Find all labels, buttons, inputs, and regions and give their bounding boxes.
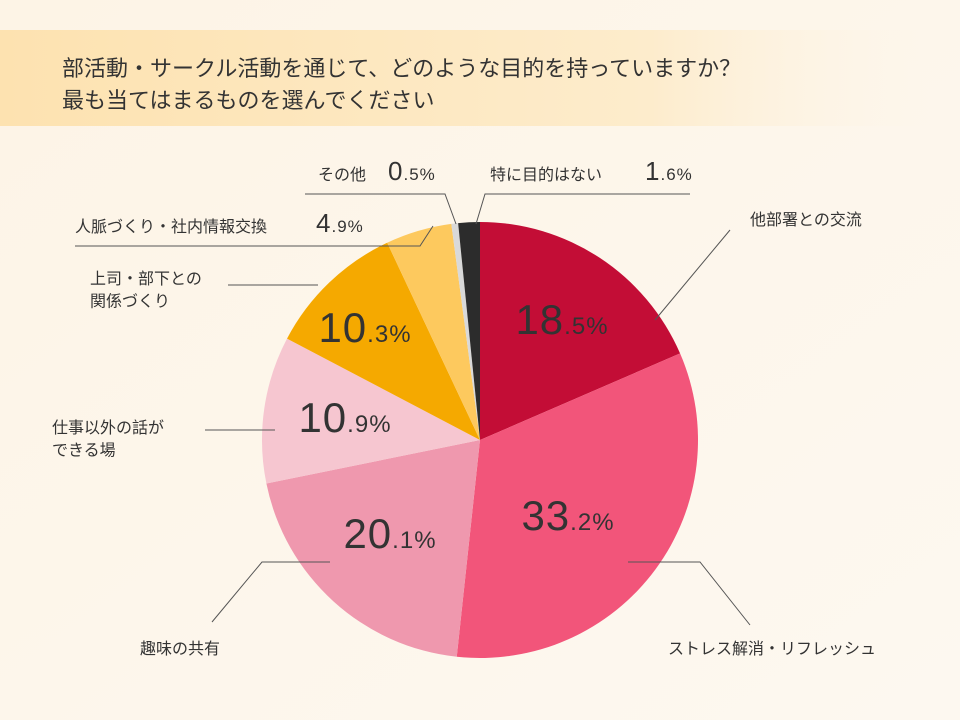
value-label: 1.6%: [645, 156, 693, 186]
category-label: 上司・部下との関係づくり: [90, 269, 202, 310]
leader-line: [305, 193, 457, 225]
value-label: 0.5%: [388, 156, 436, 186]
leader-line: [654, 229, 731, 321]
leader-line: [75, 225, 434, 247]
leader-line: [211, 561, 330, 623]
pie-slice: [287, 242, 480, 440]
pie-slice: [456, 353, 698, 658]
category-label: 人脈づくり・社内情報交換: [75, 217, 267, 236]
category-label: 趣味の共有: [140, 639, 220, 658]
value-label: 18.5%: [515, 296, 608, 343]
category-label: その他: [318, 165, 366, 184]
chart-title: 部活動・サークル活動を通じて、どのような目的を持っていますか？最も当てはまるもの…: [62, 57, 741, 114]
category-label: ストレス解消・リフレッシュ: [668, 639, 876, 658]
category-label: 仕事以外の話ができる場: [52, 418, 164, 459]
leader-line: [628, 561, 751, 626]
title-band: [0, 30, 930, 126]
value-label: 4.9%: [316, 208, 364, 238]
pie-slice: [480, 222, 681, 440]
leader-line: [475, 193, 690, 225]
value-label: 33.2%: [521, 492, 614, 539]
pie-slice: [262, 338, 480, 484]
pie-slice: [266, 440, 480, 657]
pie-slice: [451, 223, 480, 440]
category-label: 他部署との交流: [750, 210, 862, 229]
category-label: 特に目的はない: [490, 165, 602, 184]
value-label: 20.1%: [343, 510, 436, 557]
pie-slice: [387, 223, 480, 440]
pie-slice: [458, 222, 480, 440]
value-label: 10.9%: [298, 394, 391, 441]
value-label: 10.3%: [318, 304, 411, 351]
